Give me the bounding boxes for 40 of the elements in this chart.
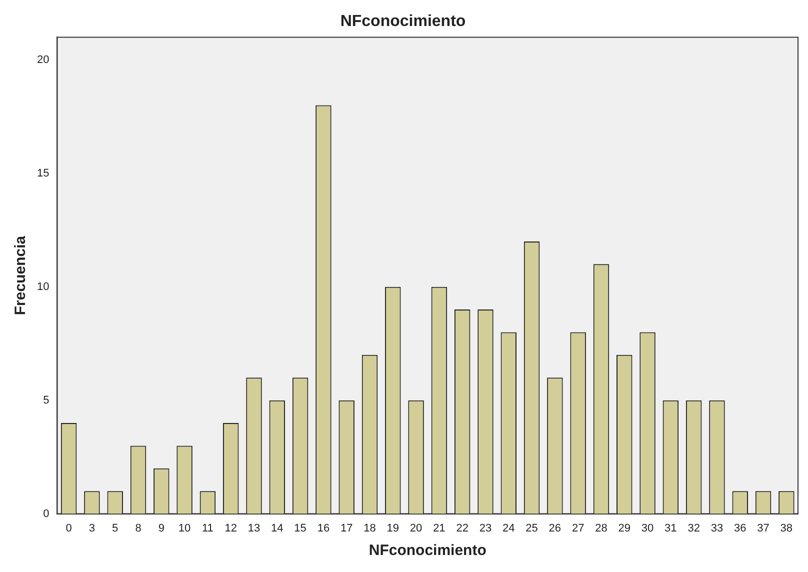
x-tick-label: 12 xyxy=(224,522,237,534)
x-tick-label: 24 xyxy=(502,522,515,534)
x-tick-label: 38 xyxy=(780,522,793,534)
x-tick-label: 37 xyxy=(757,522,770,534)
x-tick-label: 36 xyxy=(734,522,746,534)
x-tick-label: 14 xyxy=(271,522,284,534)
y-tick-label: 0 xyxy=(43,508,50,520)
x-tick-label: 22 xyxy=(456,522,468,534)
x-tick-label: 30 xyxy=(641,522,654,534)
x-tick-label: 33 xyxy=(710,522,724,534)
x-tick-label: 16 xyxy=(317,522,330,534)
x-tick-label: 25 xyxy=(526,522,538,534)
x-tick-label: 23 xyxy=(479,522,492,534)
x-tick-label: 19 xyxy=(386,522,400,534)
x-tick-label: 3 xyxy=(88,522,96,534)
chart-title: NFconocimiento xyxy=(340,13,466,30)
x-tick-label: 32 xyxy=(688,522,700,534)
x-tick-label: 8 xyxy=(135,522,142,534)
y-tick-label: 20 xyxy=(36,54,50,66)
x-tick-label: 20 xyxy=(410,522,422,534)
x-tick-label: 5 xyxy=(112,522,118,534)
y-axis-title: Frecuencia xyxy=(12,235,30,316)
x-tick-label: 17 xyxy=(340,522,353,534)
x-tick-label: 18 xyxy=(364,522,376,534)
x-tick-label: 28 xyxy=(595,522,608,534)
x-tick-label: 0 xyxy=(66,522,72,534)
x-tick-label: 29 xyxy=(618,522,631,534)
x-tick-label: 21 xyxy=(433,522,446,534)
x-tick-label: 9 xyxy=(158,522,164,534)
x-tick-label: 13 xyxy=(248,522,260,534)
x-tick-label: 10 xyxy=(178,522,191,534)
y-tick-label: 15 xyxy=(36,167,50,180)
x-tick-label: 15 xyxy=(294,522,306,534)
x-axis-title: NFconocimiento xyxy=(368,542,486,560)
x-tick-label: 11 xyxy=(202,522,214,534)
x-tick-label: 26 xyxy=(548,522,562,534)
x-tick-label: 31 xyxy=(664,522,677,534)
y-tick-label: 5 xyxy=(43,394,50,406)
x-tick-label: 27 xyxy=(572,522,584,534)
y-tick-label: 10 xyxy=(36,280,50,293)
